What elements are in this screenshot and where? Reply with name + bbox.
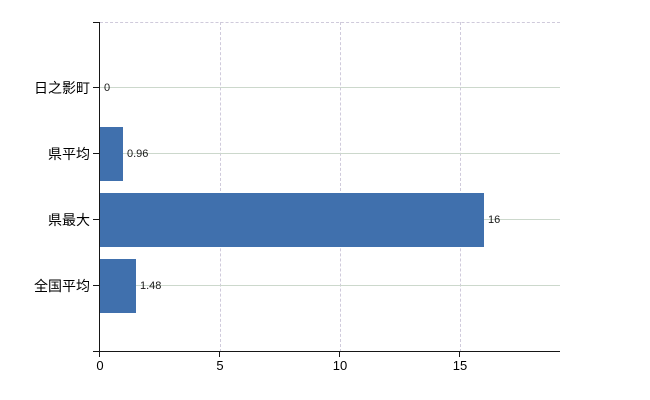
category-label: 県平均 (48, 146, 90, 162)
y-axis-tick (93, 87, 100, 88)
bar (100, 127, 123, 181)
x-axis-tick (339, 352, 340, 357)
y-axis (99, 22, 100, 357)
bar (100, 193, 484, 247)
category-label: 日之影町 (34, 80, 90, 96)
h-gridline (100, 285, 560, 286)
x-axis-tick (459, 352, 460, 357)
bar-value-label: 16 (488, 214, 501, 226)
h-gridline (100, 153, 560, 154)
plot-area: 0 0.96 16 1.48 (100, 22, 560, 352)
x-tick-label: 5 (216, 358, 224, 373)
bar-value-label: 1.48 (140, 280, 162, 292)
bar (100, 259, 136, 313)
x-axis-tick (219, 352, 220, 357)
x-axis-tick (99, 352, 100, 357)
plot-top-border (100, 22, 560, 23)
y-axis-tick (93, 285, 100, 286)
y-axis-tick (93, 153, 100, 154)
v-gridline (340, 22, 341, 352)
category-label: 全国平均 (34, 278, 90, 294)
bar-value-label: 0.96 (127, 148, 149, 160)
category-label: 県最大 (48, 212, 90, 228)
x-tick-label: 15 (452, 358, 468, 373)
v-gridline (460, 22, 461, 352)
y-axis-top-cap-tick (93, 22, 100, 23)
x-tick-label: 0 (96, 358, 104, 373)
h-gridline (100, 87, 560, 88)
y-axis-tick (93, 219, 100, 220)
v-gridline (220, 22, 221, 352)
bar-value-label: 0 (104, 82, 111, 94)
x-tick-label: 10 (332, 358, 348, 373)
x-axis (93, 351, 560, 352)
